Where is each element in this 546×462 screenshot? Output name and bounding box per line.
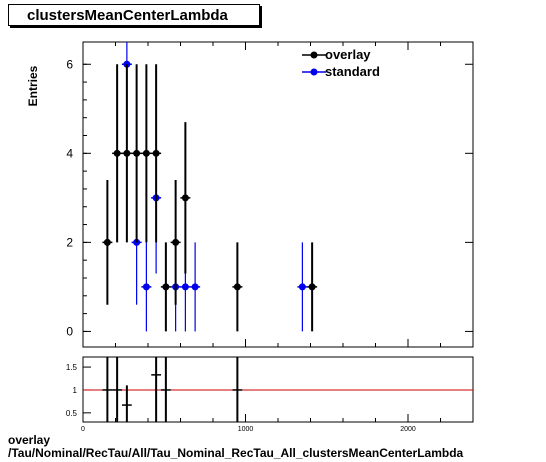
overlay-marker [123, 149, 131, 157]
main-y-tick-label: 4 [66, 146, 73, 160]
legend: overlay standard [302, 47, 380, 79]
main-y-axis: 0 2 4 6 [66, 57, 473, 338]
overlay-data-point [141, 64, 152, 243]
main-x-axis [82, 42, 474, 347]
overlay-data-point [131, 64, 142, 243]
legend-overlay-label: overlay [325, 47, 371, 62]
overlay-marker [103, 238, 111, 246]
footer-caption: overlay /Tau/Nominal/RecTau/All/Tau_Nomi… [8, 434, 463, 460]
ratio-data-point [102, 357, 113, 422]
standard-marker [191, 283, 199, 291]
main-y-tick-label: 6 [66, 57, 73, 71]
legend-overlay-marker [310, 51, 318, 59]
chart-title: clustersMeanCenterLambda [27, 7, 228, 24]
ratio-x-tick-label: 0 [81, 426, 85, 433]
ratio-y-tick-label: 0.5 [66, 409, 78, 418]
standard-data-point [141, 242, 152, 332]
ratio-data-points [102, 357, 243, 422]
legend-standard-label: standard [325, 64, 380, 79]
overlay-marker [172, 238, 180, 246]
overlay-marker [152, 149, 160, 157]
overlay-data-point [121, 64, 132, 243]
overlay-data-point [307, 242, 318, 332]
overlay-data-point [102, 180, 113, 305]
ratio-data-point [112, 357, 122, 422]
main-plot-frame [82, 41, 474, 348]
legend-standard-marker [310, 68, 318, 76]
overlay-marker [142, 149, 150, 157]
overlay-marker [162, 283, 170, 291]
overlay-data-point [232, 242, 243, 332]
ratio-y-tick-label: 1.5 [66, 363, 78, 372]
overlay-data-point [160, 242, 171, 332]
standard-data-point [190, 242, 201, 332]
overlay-marker [133, 149, 141, 157]
main-y-tick-label: 2 [66, 235, 73, 249]
ratio-data-point [151, 357, 161, 422]
main-y-tick-label: 0 [66, 324, 73, 338]
title-box: clustersMeanCenterLambda [8, 4, 260, 26]
ratio-data-point [232, 357, 243, 422]
overlay-marker [181, 194, 189, 202]
overlay-marker [308, 283, 316, 291]
footer-line-1: overlay [8, 433, 51, 447]
ratio-y-tick-label: 1 [73, 386, 78, 395]
footer-line-2: /Tau/Nominal/RecTau/All/Tau_Nominal_RecT… [8, 446, 464, 460]
ratio-data-point [161, 357, 171, 422]
overlay-data-point [170, 180, 181, 305]
standard-marker [181, 283, 189, 291]
overlay-data-point [112, 64, 123, 243]
overlay-data-point [180, 122, 191, 274]
y-axis-label: Entries [26, 65, 40, 106]
overlay-data-point [151, 64, 162, 243]
ratio-y-axis: 0.5 1 1.5 [66, 363, 91, 418]
ratio-data-point [122, 385, 132, 422]
standard-marker [142, 283, 150, 291]
ratio-x-tick-label: 2000 [400, 426, 416, 433]
ratio-x-tick-label: 1000 [238, 426, 254, 433]
standard-data-point [297, 242, 308, 332]
overlay-marker [113, 149, 121, 157]
overlay-marker [233, 283, 241, 291]
main-data-points [102, 42, 318, 332]
standard-marker [298, 283, 306, 291]
ratio-x-axis: 0 1000 2000 [81, 414, 474, 433]
